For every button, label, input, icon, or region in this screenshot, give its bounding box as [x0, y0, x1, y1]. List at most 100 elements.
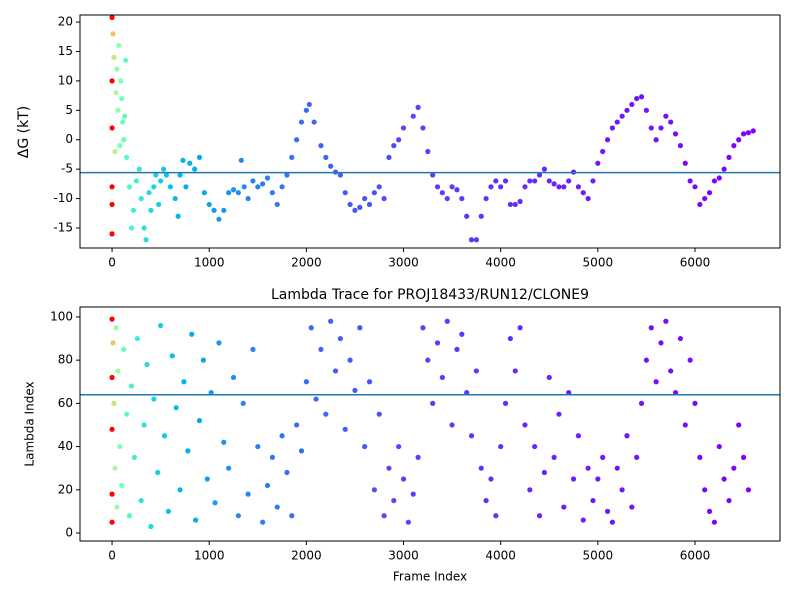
point	[546, 178, 552, 184]
point	[575, 433, 582, 439]
point	[163, 172, 170, 178]
point	[648, 325, 654, 331]
point	[111, 400, 117, 406]
point	[121, 346, 127, 352]
point	[736, 422, 742, 428]
point	[279, 433, 285, 439]
point	[668, 119, 674, 125]
point	[512, 201, 518, 208]
point	[420, 325, 426, 331]
y-tick-label: 10	[58, 73, 73, 87]
point	[117, 143, 123, 149]
point	[206, 201, 212, 208]
point	[352, 387, 358, 394]
point	[112, 148, 118, 155]
point	[731, 465, 737, 471]
point	[180, 157, 186, 163]
point	[629, 101, 635, 108]
point	[624, 107, 630, 113]
x-tick-label: 6000	[680, 256, 711, 270]
point	[146, 190, 152, 196]
y-tick-label: 15	[58, 44, 73, 58]
point	[118, 78, 124, 84]
point	[250, 178, 256, 184]
point	[580, 517, 586, 523]
point	[124, 154, 130, 160]
point	[155, 469, 161, 476]
point	[595, 476, 601, 482]
point	[527, 178, 533, 184]
point	[130, 207, 137, 213]
point	[629, 504, 635, 510]
point	[546, 374, 552, 381]
point	[342, 426, 348, 432]
point	[692, 184, 698, 190]
point	[459, 331, 465, 337]
point	[183, 184, 189, 190]
point	[386, 465, 392, 471]
point	[522, 184, 528, 190]
point	[148, 207, 154, 213]
point	[483, 195, 489, 202]
point	[260, 519, 266, 525]
point	[114, 504, 120, 510]
point	[468, 237, 475, 243]
point	[269, 190, 275, 196]
point	[512, 368, 518, 374]
point	[692, 400, 698, 406]
point	[109, 316, 115, 322]
point	[687, 178, 693, 184]
point	[439, 374, 445, 381]
point	[677, 143, 684, 149]
y-tick-label: -10	[53, 191, 73, 205]
point	[241, 184, 247, 190]
point	[235, 513, 241, 519]
point	[264, 482, 271, 489]
point	[126, 513, 133, 519]
point	[381, 195, 387, 202]
point	[478, 465, 484, 471]
point	[138, 497, 144, 504]
plot-area	[109, 316, 752, 530]
point	[711, 178, 718, 184]
point	[110, 31, 116, 37]
point	[109, 491, 115, 497]
point	[311, 119, 317, 125]
point	[109, 519, 115, 525]
point	[172, 195, 178, 202]
point	[192, 166, 198, 172]
point	[318, 346, 324, 352]
point	[410, 491, 416, 497]
point	[126, 184, 133, 190]
point	[279, 184, 285, 190]
point	[634, 454, 640, 460]
point	[498, 443, 504, 450]
x-tick-label: 0	[108, 256, 116, 270]
point	[160, 166, 167, 172]
point	[391, 143, 397, 149]
point	[677, 335, 684, 342]
point	[697, 454, 703, 460]
point	[153, 172, 159, 178]
y-tick-label: 0	[65, 526, 73, 540]
point	[111, 54, 117, 60]
point	[439, 190, 445, 196]
point	[323, 411, 329, 417]
point	[590, 497, 596, 504]
y-tick-label: 60	[58, 396, 73, 410]
point	[235, 190, 241, 196]
point	[532, 443, 538, 450]
x-tick-label: 6000	[680, 549, 711, 563]
y-tick-label: -15	[53, 220, 73, 234]
point	[133, 178, 139, 184]
point	[110, 340, 116, 346]
point	[522, 422, 528, 428]
point	[551, 181, 557, 187]
point	[337, 335, 343, 342]
point	[328, 318, 334, 324]
point	[507, 201, 513, 208]
y-tick-label: 20	[58, 482, 73, 496]
point	[604, 508, 611, 514]
point	[570, 476, 577, 482]
